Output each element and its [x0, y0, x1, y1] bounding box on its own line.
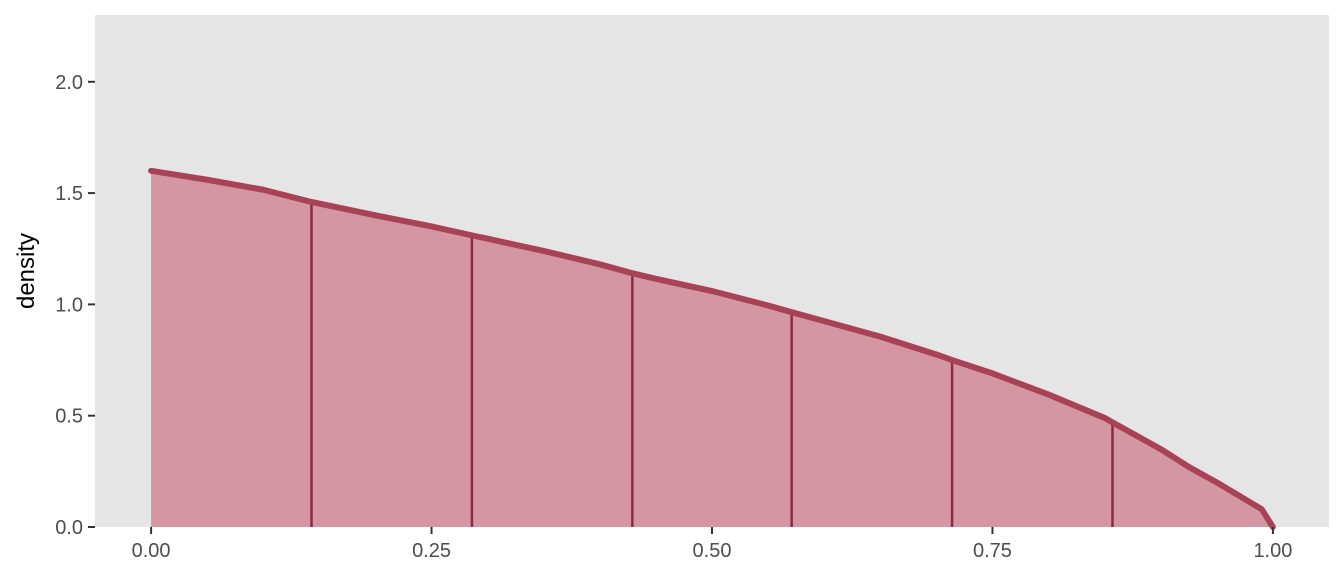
x-tick-label-1: 0.25 [412, 540, 451, 562]
density-curve [148, 167, 1276, 530]
y-tick-label-3: 1.5 [55, 183, 83, 205]
x-axis: 0.00 0.25 0.50 0.75 1.00 [132, 527, 1292, 562]
y-tick-label-4: 2.0 [55, 72, 83, 94]
y-tick-label-0: 0.0 [55, 517, 83, 539]
y-tick-label-1: 0.5 [55, 406, 83, 428]
segment-lines [310, 201, 1114, 527]
x-tick-label-4: 1.00 [1253, 540, 1292, 562]
x-tick-label-2: 0.50 [693, 540, 732, 562]
y-axis: 0.0 0.5 1.0 1.5 2.0 [55, 72, 95, 539]
y-axis-title: density [13, 233, 40, 309]
x-tick-label-0: 0.00 [132, 540, 171, 562]
density-area-fill [151, 170, 1273, 527]
y-tick-label-2: 1.0 [55, 294, 83, 316]
x-tick-label-3: 0.75 [973, 540, 1012, 562]
